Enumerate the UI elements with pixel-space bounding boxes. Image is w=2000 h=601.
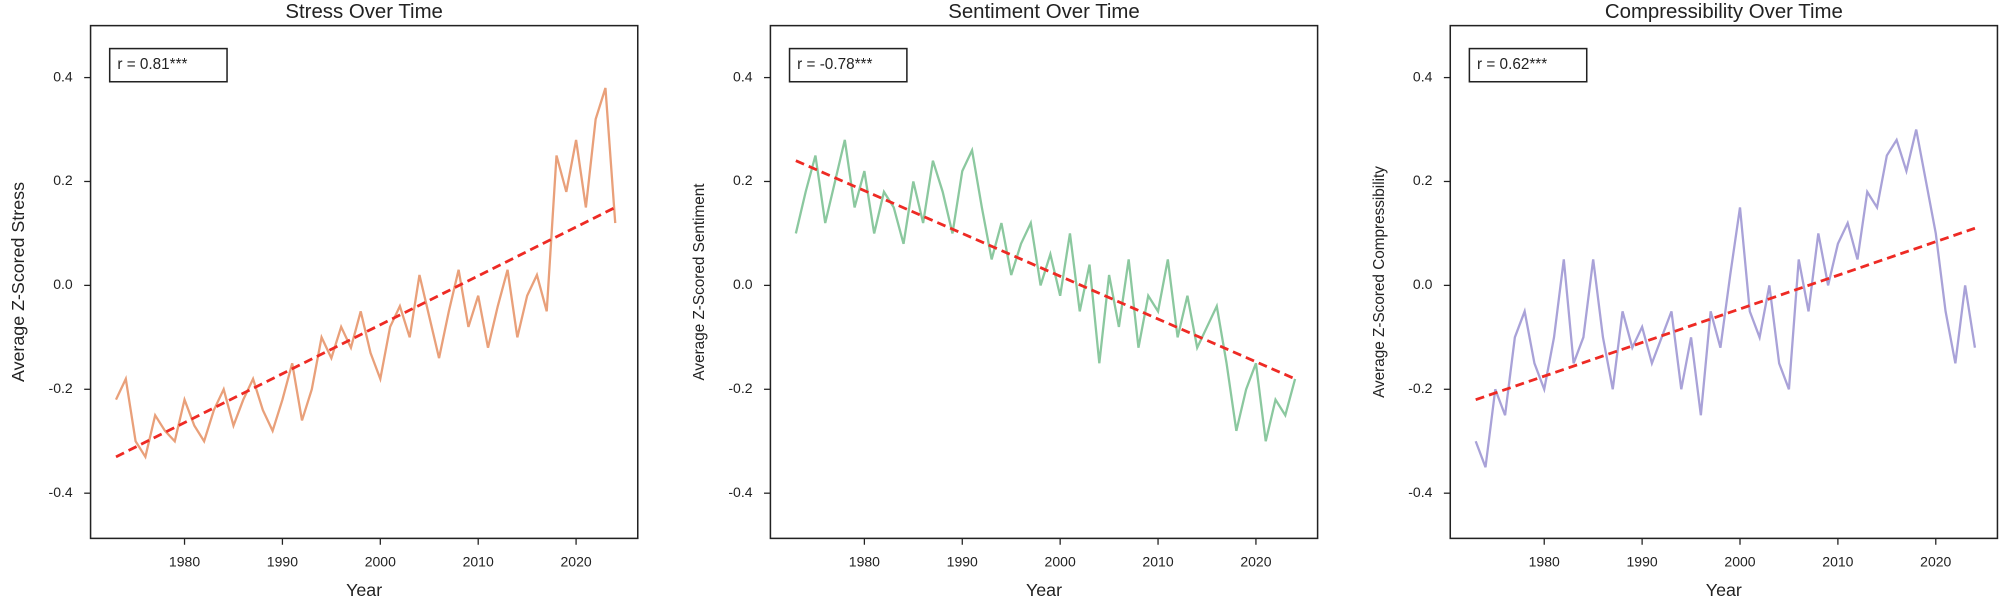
- x-tick-label: 2020: [1920, 553, 1951, 569]
- x-tick-label: 1990: [1627, 553, 1658, 569]
- x-tick-label: 2000: [365, 553, 396, 569]
- x-tick-label: 2010: [1142, 553, 1173, 569]
- trend-line: [115, 206, 616, 459]
- x-tick-label: 2020: [560, 553, 591, 569]
- x-tick-label: 2010: [1822, 553, 1853, 569]
- y-tick-label: 0.4: [1413, 68, 1433, 84]
- x-tick-label: 1990: [267, 553, 298, 569]
- x-axis-label: Year: [1026, 580, 1062, 600]
- y-tick-label: 0.2: [733, 172, 753, 188]
- x-tick-label: 2010: [463, 553, 494, 569]
- y-tick-label: -0.2: [1408, 380, 1432, 396]
- subplot: Compressibility Over Time -0.4 -0.2 0.0 0.2 0…: [1371, 1, 1999, 600]
- y-tick-label: -0.2: [49, 380, 73, 396]
- x-tick-label: 1980: [1529, 553, 1560, 569]
- x-tick-label: 1980: [169, 553, 200, 569]
- subplot: Sentiment Over Time -0.4 -0.2 0.0 0.2 0.4 1980…: [691, 1, 1319, 600]
- annotation-box: [788, 47, 908, 83]
- x-tick-label: 1980: [849, 553, 880, 569]
- x-tick-label: 1990: [947, 553, 978, 569]
- x-axis-label: Year: [346, 580, 382, 600]
- y-tick-label: 0.4: [733, 68, 753, 84]
- subplot: Stress Over Time -0.4 -0.2 0.0 0.2 0.4 1980 199…: [8, 1, 639, 600]
- y-tick-label: 0.4: [53, 68, 73, 84]
- y-axis-label: Average Z-Scored Sentiment: [691, 183, 708, 381]
- annotation-box: [1468, 47, 1588, 83]
- annotation: r = 0.81***: [117, 56, 187, 73]
- annotation-box: [108, 47, 228, 83]
- y-tick-label: 0.0: [1413, 276, 1433, 292]
- y-tick-label: -0.4: [728, 484, 752, 500]
- y-tick-label: -0.4: [1408, 484, 1432, 500]
- y-tick-label: 0.0: [53, 276, 73, 292]
- y-tick-label: 0.2: [1413, 172, 1433, 188]
- trend-line: [795, 159, 1296, 381]
- trend-line: [1475, 226, 1976, 402]
- x-axis-label: Year: [1706, 580, 1742, 600]
- y-tick-label: 0.2: [53, 172, 73, 188]
- plot-frame: [1449, 24, 1999, 540]
- y-tick-label: -0.4: [49, 484, 73, 500]
- chart-title: Stress Over Time: [285, 1, 443, 23]
- data-line: [114, 87, 617, 460]
- plot-frame: [769, 24, 1319, 540]
- y-tick-label: -0.2: [728, 380, 752, 396]
- annotation: r = -0.78***: [797, 56, 872, 73]
- y-axis-label: Average Z-Scored Compressibility: [1371, 166, 1388, 398]
- chart-title: Sentiment Over Time: [948, 1, 1140, 23]
- x-tick-label: 2020: [1240, 553, 1271, 569]
- chart-title: Compressibility Over Time: [1605, 1, 1843, 23]
- plot-frame: [89, 24, 639, 540]
- annotation: r = 0.62***: [1477, 56, 1547, 73]
- y-tick-label: 0.0: [733, 276, 753, 292]
- x-tick-label: 2000: [1724, 553, 1755, 569]
- y-axis-label: Average Z-Scored Stress: [8, 182, 28, 382]
- x-tick-label: 2000: [1045, 553, 1076, 569]
- data-line: [794, 139, 1297, 442]
- data-line: [1474, 129, 1977, 468]
